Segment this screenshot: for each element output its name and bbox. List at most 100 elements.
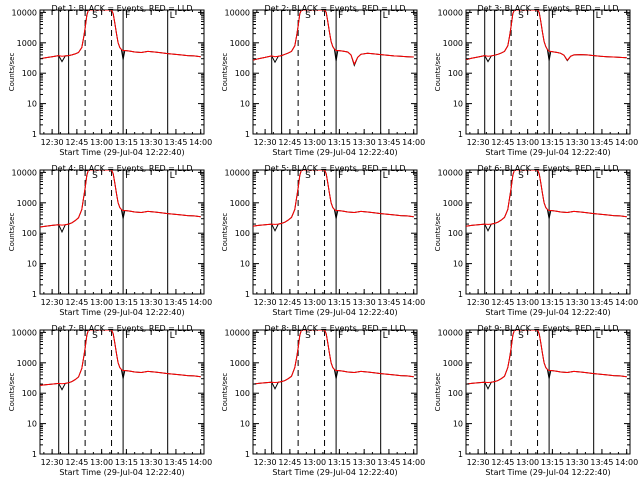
x-tick-label: 13:30 bbox=[566, 458, 589, 467]
x-tick-label: 12:45 bbox=[491, 458, 514, 467]
x-tick-label: 13:00 bbox=[303, 298, 326, 307]
x-tick-label: 14:00 bbox=[189, 138, 212, 147]
y-tick-label: 1 bbox=[245, 450, 250, 459]
y-tick-label: 100 bbox=[22, 69, 37, 78]
y-tick-label: 100 bbox=[22, 229, 37, 238]
series-lld-line bbox=[253, 10, 414, 66]
series-events-line bbox=[40, 330, 201, 391]
x-axis-label: Start Time (29-Jul-04 12:22:40) bbox=[272, 148, 397, 157]
marker-label: L bbox=[170, 331, 175, 341]
x-tick-label: 13:15 bbox=[328, 458, 351, 467]
y-tick-label: 100 bbox=[235, 69, 250, 78]
x-axis-label: Start Time (29-Jul-04 12:22:40) bbox=[272, 468, 397, 477]
marker-label: F bbox=[338, 331, 343, 341]
marker-label: S bbox=[92, 171, 98, 181]
plot-frame bbox=[252, 169, 418, 295]
x-tick-label: 14:00 bbox=[402, 138, 425, 147]
x-axis-label: Start Time (29-Jul-04 12:22:40) bbox=[485, 308, 610, 317]
y-tick-label: 10 bbox=[27, 100, 37, 109]
y-tick-label: 10000 bbox=[438, 8, 463, 17]
marker-label: L bbox=[383, 171, 388, 181]
marker-label: F bbox=[338, 11, 343, 21]
y-tick-label: 1 bbox=[458, 450, 463, 459]
panel-det-2: 1 10 100 1000 10000 12:30 12:45 13:00 13:15 13:30… bbox=[221, 4, 425, 157]
x-tick-label: 13:30 bbox=[140, 298, 163, 307]
x-tick-label: 13:45 bbox=[590, 458, 613, 467]
y-tick-label: 10 bbox=[27, 420, 37, 429]
y-tick-label: 10000 bbox=[438, 328, 463, 337]
x-tick-label: 12:30 bbox=[254, 458, 277, 467]
y-tick-label: 10 bbox=[240, 100, 250, 109]
plot-frame bbox=[465, 169, 631, 295]
marker-label: S bbox=[518, 331, 524, 341]
marker-label: L bbox=[596, 331, 601, 341]
y-axis-label: Counts/sec bbox=[434, 213, 442, 252]
x-tick-label: 12:30 bbox=[41, 298, 64, 307]
y-tick-label: 1 bbox=[32, 450, 37, 459]
panel-det-6: 1 10 100 1000 10000 12:30 12:45 13:00 13:15 13:30… bbox=[434, 164, 638, 317]
series-events-line bbox=[40, 170, 201, 234]
x-tick-label: 13:00 bbox=[90, 458, 113, 467]
panel-det-9: 1 10 100 1000 10000 12:30 12:45 13:00 13:15 13:30… bbox=[434, 324, 638, 477]
x-axis-label: Start Time (29-Jul-04 12:22:40) bbox=[485, 148, 610, 157]
y-tick-label: 1 bbox=[245, 130, 250, 139]
y-tick-label: 10 bbox=[453, 420, 463, 429]
plot-frame bbox=[465, 329, 631, 455]
y-tick-label: 10 bbox=[240, 260, 250, 269]
y-tick-label: 10000 bbox=[12, 8, 37, 17]
x-tick-label: 14:00 bbox=[615, 458, 638, 467]
x-tick-label: 12:30 bbox=[467, 298, 490, 307]
marker-label: F bbox=[125, 11, 130, 21]
x-tick-label: 13:45 bbox=[377, 458, 400, 467]
x-tick-label: 13:45 bbox=[164, 458, 187, 467]
x-tick-label: 12:30 bbox=[41, 458, 64, 467]
series-lld-line bbox=[40, 170, 201, 228]
y-tick-label: 10000 bbox=[12, 168, 37, 177]
y-tick-label: 1000 bbox=[230, 39, 250, 48]
x-tick-label: 13:30 bbox=[140, 458, 163, 467]
y-tick-label: 10000 bbox=[438, 168, 463, 177]
y-tick-label: 10 bbox=[27, 260, 37, 269]
panel-det-4: 1 10 100 1000 10000 12:30 12:45 13:00 13:15 13:30… bbox=[8, 164, 212, 317]
y-tick-label: 1000 bbox=[443, 359, 463, 368]
x-tick-label: 13:45 bbox=[164, 298, 187, 307]
y-tick-label: 10 bbox=[453, 260, 463, 269]
y-tick-label: 1000 bbox=[230, 199, 250, 208]
y-tick-label: 100 bbox=[235, 389, 250, 398]
y-tick-label: 1000 bbox=[17, 39, 37, 48]
x-tick-label: 13:45 bbox=[590, 138, 613, 147]
marker-label: S bbox=[305, 331, 311, 341]
x-tick-label: 12:45 bbox=[65, 138, 88, 147]
series-lld-line bbox=[466, 330, 627, 385]
y-tick-label: 1000 bbox=[230, 359, 250, 368]
panel-det-5: 1 10 100 1000 10000 12:30 12:45 13:00 13:15 13:30… bbox=[221, 164, 425, 317]
panel-title: Det 1: BLACK = Events, RED = LLD bbox=[52, 4, 193, 13]
marker-label: F bbox=[551, 171, 556, 181]
x-tick-label: 12:45 bbox=[65, 458, 88, 467]
panel-det-1: 1 10 100 1000 10000 12:30 12:45 13:00 13:15 13:30… bbox=[8, 4, 212, 157]
x-axis-label: Start Time (29-Jul-04 12:22:40) bbox=[59, 468, 184, 477]
x-tick-label: 14:00 bbox=[189, 298, 212, 307]
y-axis-label: Counts/sec bbox=[221, 53, 229, 92]
marker-label: F bbox=[338, 171, 343, 181]
x-tick-label: 14:00 bbox=[615, 298, 638, 307]
y-axis-label: Counts/sec bbox=[221, 373, 229, 412]
y-axis-label: Counts/sec bbox=[434, 53, 442, 92]
x-tick-label: 13:00 bbox=[90, 298, 113, 307]
y-tick-label: 100 bbox=[448, 389, 463, 398]
x-tick-label: 13:00 bbox=[303, 458, 326, 467]
marker-label: S bbox=[305, 11, 311, 21]
series-lld-line bbox=[40, 10, 201, 60]
x-tick-label: 13:45 bbox=[164, 138, 187, 147]
y-axis-label: Counts/sec bbox=[221, 213, 229, 252]
marker-label: L bbox=[383, 331, 388, 341]
y-tick-label: 10 bbox=[240, 420, 250, 429]
x-tick-label: 12:45 bbox=[491, 138, 514, 147]
y-tick-label: 10000 bbox=[12, 328, 37, 337]
y-tick-label: 100 bbox=[448, 229, 463, 238]
series-events-line bbox=[253, 330, 414, 390]
y-tick-label: 100 bbox=[235, 229, 250, 238]
y-tick-label: 1 bbox=[32, 290, 37, 299]
